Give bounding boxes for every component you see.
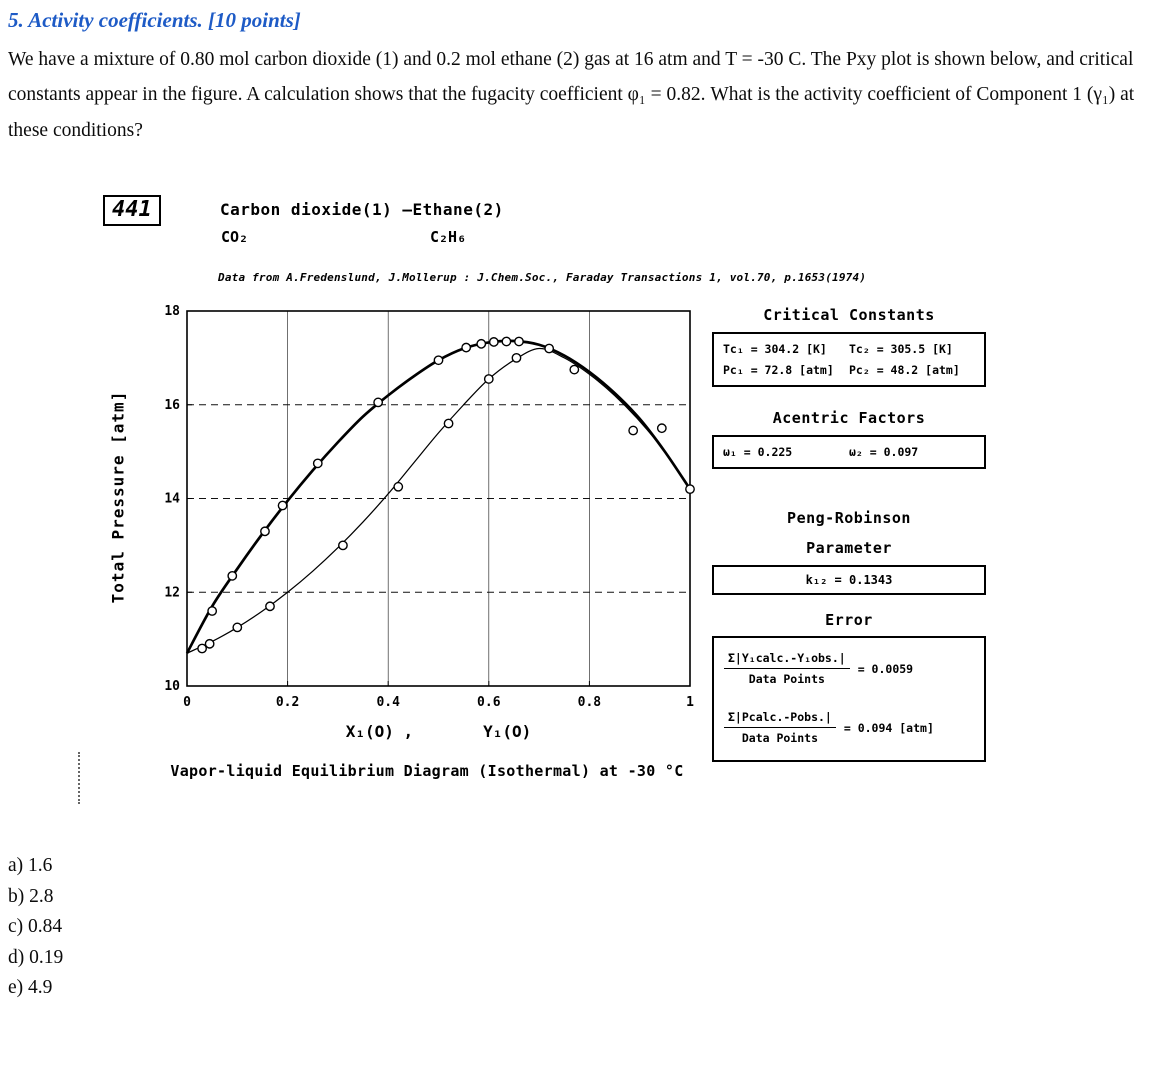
svg-text:14: 14 — [164, 492, 180, 507]
answer-options: a) 1.6 b) 2.8 c) 0.84 d) 0.19 e) 4.9 — [8, 856, 63, 1009]
svg-text:0.6: 0.6 — [477, 695, 501, 710]
y-error-entry: Σ|Y₁calc.-Y₁obs.| Data Points = 0.0059 — [724, 651, 974, 686]
p-error-numerator: Σ|Pcalc.-Pobs.| — [724, 710, 836, 728]
answer-option-e: e) 4.9 — [8, 977, 53, 998]
svg-text:16: 16 — [164, 398, 180, 413]
x-axis-label-x1: X₁(O) , — [345, 722, 414, 741]
svg-text:12: 12 — [164, 585, 180, 600]
omega1-value: ω₁ = 0.225 — [723, 445, 793, 459]
tc1-value: Tc₁ = 304.2 [K] — [723, 342, 827, 356]
figure-title: Carbon dioxide(1) —Ethane(2) — [220, 200, 504, 219]
p-error-fraction: Σ|Pcalc.-Pobs.| Data Points — [724, 710, 836, 745]
critical-constants-box: Tc₁ = 304.2 [K] Tc₂ = 305.5 [K] Pc₁ = 72… — [712, 332, 986, 387]
y-axis-label: Total Pressure [atm] — [108, 390, 128, 604]
question-title: 5. Activity coefficients. [10 points] — [8, 8, 301, 32]
answer-option-d: d) 0.19 — [8, 946, 64, 968]
error-title: Error — [825, 611, 873, 629]
p-error-value: = 0.094 [atm] — [843, 720, 934, 735]
curve-0 — [185, 339, 692, 654]
svg-text:0: 0 — [183, 695, 191, 710]
y-error-denominator: Data Points — [748, 672, 825, 686]
pc1-value: Pc₁ = 72.8 [atm] — [723, 363, 834, 377]
peng-robinson-subtitle: Parameter — [806, 539, 892, 557]
p-error-entry: Σ|Pcalc.-Pobs.| Data Points = 0.094 [atm… — [724, 710, 974, 745]
svg-text:0.8: 0.8 — [578, 695, 602, 710]
component1-formula: CO₂ — [221, 228, 249, 246]
k12-parameter-box: k₁₂ = 0.1343 — [712, 565, 986, 595]
svg-text:10: 10 — [164, 679, 180, 694]
vle-figure: 441 Carbon dioxide(1) —Ethane(2) CO₂ C₂H… — [78, 195, 986, 804]
y-error-value: = 0.0059 — [857, 661, 914, 676]
pc2-value: Pc₂ = 48.2 [atm] — [849, 363, 960, 377]
error-box: Σ|Y₁calc.-Y₁obs.| Data Points = 0.0059 Σ… — [712, 636, 986, 762]
critical-constants-title: Critical Constants — [763, 306, 935, 324]
pxy-chart: 0 0.2 0.4 0.6 0.8 1 10 12 14 16 18 — [164, 304, 695, 710]
question-body: We have a mixture of 0.80 mol carbon dio… — [8, 49, 1135, 141]
answer-option-b: b) 2.8 — [8, 885, 54, 907]
p-error-denominator: Data Points — [741, 731, 819, 745]
figure-side-panels: Critical Constants Tc₁ = 304.2 [K] Tc₂ =… — [712, 306, 986, 762]
x-axis-label-y1: Y₁(O) — [483, 722, 532, 741]
svg-text:1: 1 — [686, 695, 694, 710]
figure-caption: Vapor-liquid Equilibrium Diagram (Isothe… — [170, 762, 684, 780]
tc2-value: Tc₂ = 305.5 [K] — [849, 342, 953, 356]
svg-text:0.2: 0.2 — [276, 695, 299, 710]
acentric-factors-title: Acentric Factors — [772, 409, 926, 427]
peng-robinson-title: Peng-Robinson — [787, 509, 911, 527]
svg-text:0.4: 0.4 — [376, 695, 400, 710]
answer-option-c: c) 0.84 — [8, 916, 63, 937]
component2-formula: C₂H₆ — [430, 228, 467, 246]
data-source-citation: Data from A.Fredenslund, J.Mollerup : J.… — [218, 271, 867, 284]
y-error-fraction: Σ|Y₁calc.-Y₁obs.| Data Points — [724, 651, 850, 686]
scan-artifact — [78, 752, 80, 804]
svg-text:18: 18 — [164, 304, 180, 319]
y-error-numerator: Σ|Y₁calc.-Y₁obs.| — [724, 651, 850, 669]
answer-option-a: a) 1.6 — [8, 855, 53, 876]
x-axis-label: X₁(O) , Y₁(O) — [187, 722, 690, 741]
omega2-value: ω₂ = 0.097 — [849, 445, 919, 459]
acentric-factors-box: ω₁ = 0.225 ω₂ = 0.097 — [712, 435, 986, 469]
figure-number-badge: 441 — [103, 195, 161, 226]
